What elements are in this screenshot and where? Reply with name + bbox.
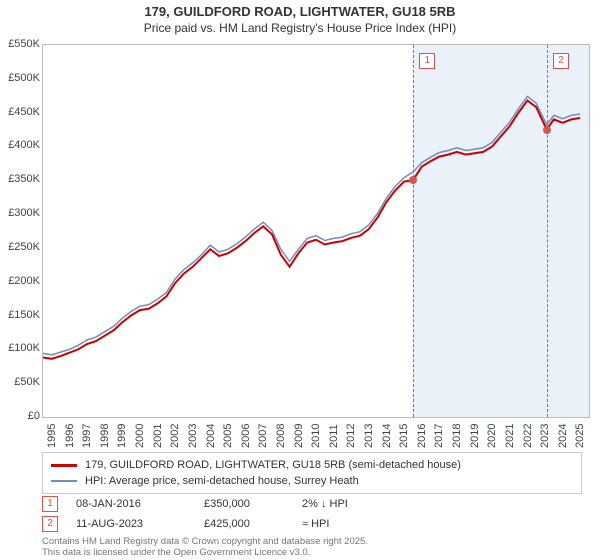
series-line <box>43 96 580 354</box>
x-axis-label: 2008 <box>275 424 287 448</box>
footer-line1: Contains HM Land Registry data © Crown c… <box>42 536 582 547</box>
y-axis-label: £500K <box>0 72 40 84</box>
trade-date: 08-JAN-2016 <box>76 494 186 514</box>
x-axis-label: 2000 <box>134 424 146 448</box>
x-axis-label: 2018 <box>451 424 463 448</box>
footer-line2: This data is licensed under the Open Gov… <box>42 547 582 558</box>
x-axis-label: 1996 <box>64 424 76 448</box>
trades-table: 1 08-JAN-2016 £350,000 2% ↓ HPI 2 11-AUG-2023… <box>42 494 582 534</box>
x-axis-label: 2021 <box>504 424 516 448</box>
x-axis-label: 2005 <box>222 424 234 448</box>
chart-title-line1: 179, GUILDFORD ROAD, LIGHTWATER, GU18 5R… <box>0 0 600 21</box>
y-axis-label: £450K <box>0 106 40 118</box>
event-marker-label: 1 <box>419 53 435 69</box>
x-axis-label: 2007 <box>257 424 269 448</box>
trade-marker: 1 <box>42 496 58 512</box>
x-axis-label: 2023 <box>539 424 551 448</box>
x-axis-label: 2009 <box>293 424 305 448</box>
legend-box: 179, GUILDFORD ROAD, LIGHTWATER, GU18 5R… <box>42 452 582 494</box>
y-axis-label: £100K <box>0 342 40 354</box>
trade-delta: 2% ↓ HPI <box>302 494 392 514</box>
legend-text: HPI: Average price, semi-detached house,… <box>85 473 359 489</box>
x-axis-label: 1997 <box>81 424 93 448</box>
trade-delta: ≈ HPI <box>302 514 392 534</box>
trade-row: 1 08-JAN-2016 £350,000 2% ↓ HPI <box>42 494 582 514</box>
x-axis-label: 2014 <box>381 424 393 448</box>
y-axis-label: £400K <box>0 139 40 151</box>
plot-area: 12 <box>42 44 590 418</box>
legend-row: 179, GUILDFORD ROAD, LIGHTWATER, GU18 5R… <box>51 457 573 473</box>
trade-price: £350,000 <box>204 494 284 514</box>
x-axis-label: 2015 <box>398 424 410 448</box>
x-axis-label: 1999 <box>116 424 128 448</box>
x-axis-label: 2001 <box>152 424 164 448</box>
trade-row: 2 11-AUG-2023 £425,000 ≈ HPI <box>42 514 582 534</box>
x-axis-label: 2003 <box>187 424 199 448</box>
y-axis-label: £250K <box>0 241 40 253</box>
series-line <box>43 101 580 359</box>
legend-row: HPI: Average price, semi-detached house,… <box>51 473 573 489</box>
x-axis-label: 2024 <box>557 424 569 448</box>
x-axis-label: 2002 <box>169 424 181 448</box>
trade-date: 11-AUG-2023 <box>76 514 186 534</box>
legend-swatch <box>51 464 77 467</box>
x-axis-label: 2020 <box>486 424 498 448</box>
legend-text: 179, GUILDFORD ROAD, LIGHTWATER, GU18 5R… <box>85 457 461 473</box>
event-point <box>543 126 551 134</box>
x-axis-label: 2004 <box>205 424 217 448</box>
trade-marker: 2 <box>42 516 58 532</box>
x-axis-label: 2022 <box>522 424 534 448</box>
x-axis-label: 2013 <box>363 424 375 448</box>
chart-lines <box>43 45 589 417</box>
event-marker-label: 2 <box>553 53 569 69</box>
legend-swatch <box>51 480 77 482</box>
x-axis-label: 1995 <box>46 424 58 448</box>
trade-price: £425,000 <box>204 514 284 534</box>
x-axis-label: 2006 <box>240 424 252 448</box>
x-axis-label: 2017 <box>433 424 445 448</box>
x-axis-label: 2010 <box>310 424 322 448</box>
y-axis-label: £0 <box>0 410 40 422</box>
y-axis-label: £350K <box>0 173 40 185</box>
x-axis-label: 2011 <box>328 424 340 448</box>
x-axis-label: 1998 <box>99 424 111 448</box>
y-axis-label: £200K <box>0 275 40 287</box>
x-axis-label: 2025 <box>574 424 586 448</box>
footer-attribution: Contains HM Land Registry data © Crown c… <box>42 536 582 559</box>
chart-title-line2: Price paid vs. HM Land Registry's House … <box>0 21 600 37</box>
x-axis-label: 2019 <box>469 424 481 448</box>
event-vline <box>547 45 548 417</box>
y-axis-label: £50K <box>0 376 40 388</box>
x-axis-label: 2012 <box>345 424 357 448</box>
y-axis-label: £300K <box>0 207 40 219</box>
x-axis-label: 2016 <box>416 424 428 448</box>
event-vline <box>413 45 414 417</box>
y-axis-label: £550K <box>0 38 40 50</box>
y-axis-label: £150K <box>0 309 40 321</box>
